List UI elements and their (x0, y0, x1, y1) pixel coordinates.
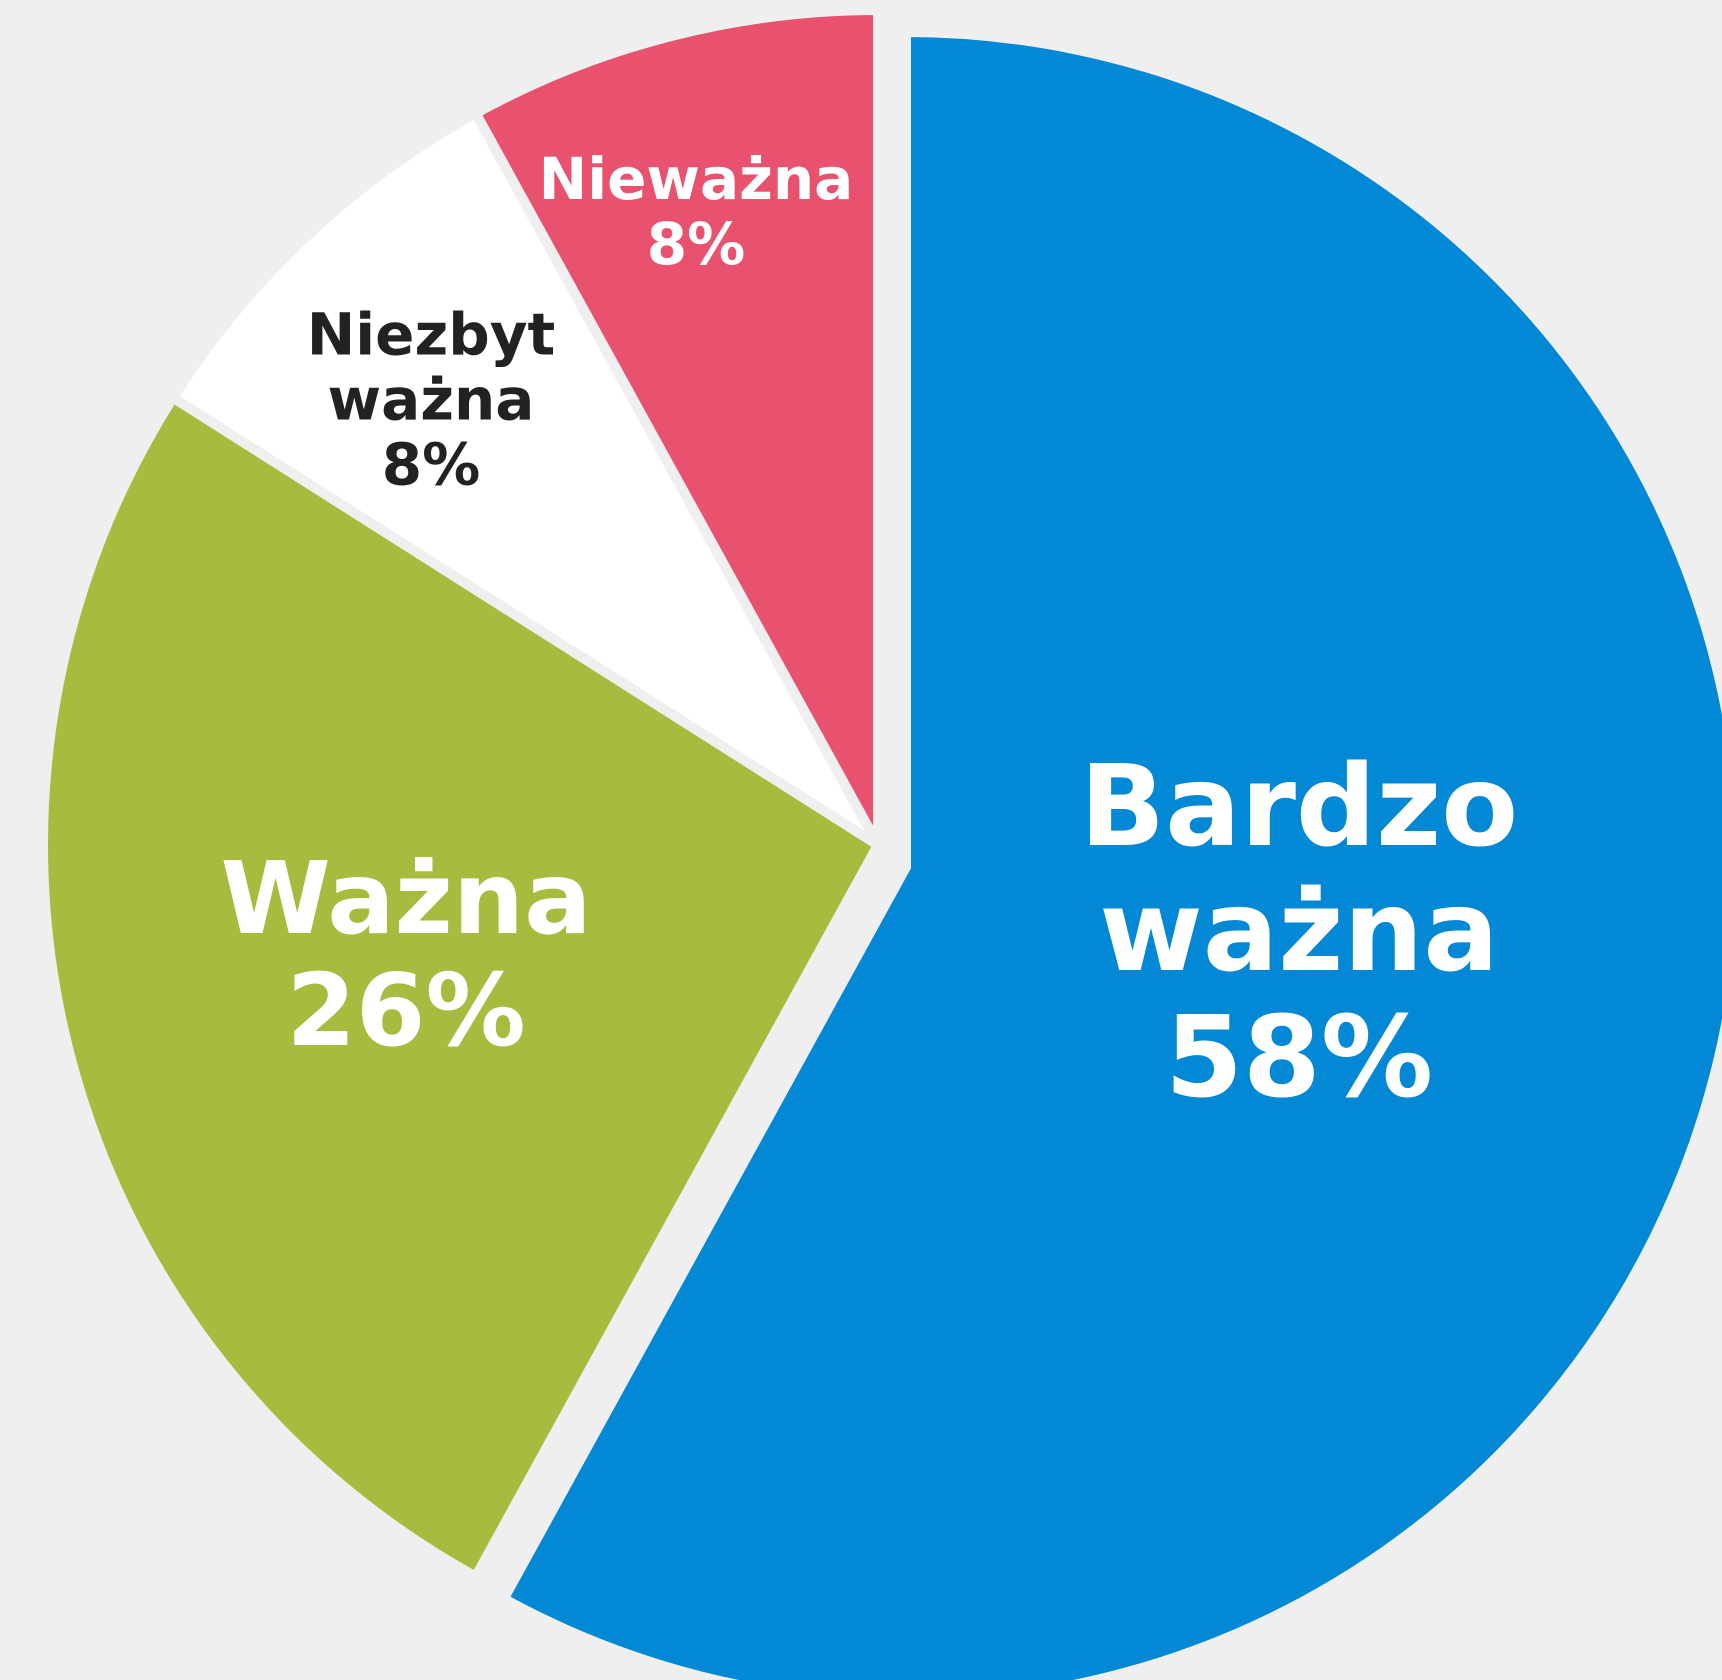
value-label: 8% (381, 430, 481, 499)
category-label: Nieważna (538, 145, 854, 214)
slice-label: Bardzo ważna 58% (1039, 741, 1559, 1123)
slice-label: Niezbyt ważna 8% (296, 300, 566, 499)
slice-label: Ważna 26% (196, 843, 616, 1067)
pie-slice (166, 106, 883, 850)
pie-slice (468, 4, 883, 848)
pie-slice (496, 26, 1722, 1680)
category-label: Ważna (220, 840, 592, 957)
slice-label: Nieważna 8% (526, 147, 866, 277)
pie-slice (38, 390, 885, 1584)
value-label: 26% (286, 952, 526, 1069)
category-label: Bardzo ważna (1079, 741, 1519, 998)
category-label: Niezbyt ważna (306, 300, 556, 434)
value-label: 58% (1164, 992, 1434, 1123)
value-label: 8% (646, 210, 746, 278)
